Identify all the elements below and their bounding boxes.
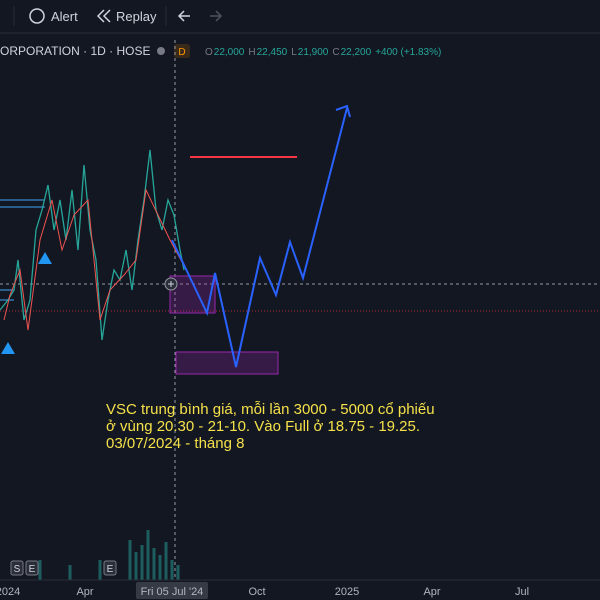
x-label: Oct (248, 586, 265, 598)
ohlc-value: 22,000 (214, 47, 245, 58)
replay-icon[interactable] (96, 9, 111, 23)
x-label: Apr (423, 586, 440, 598)
ohlc-key: L (291, 47, 297, 58)
marker: E (107, 564, 114, 575)
annotation-line: ở vùng 20.30 - 21-10. Vào Full ở 18.75 -… (106, 418, 420, 435)
toolbar (0, 0, 600, 33)
ohlc: O 22,000 H 22,450 L 21,900 C 22,200 +400 (+1.83%… (205, 47, 441, 58)
marker-box (25, 560, 39, 576)
replay-button[interactable]: Replay (116, 9, 157, 24)
alert-icon[interactable] (29, 8, 45, 24)
forecast-path (171, 107, 348, 368)
signal-arrows (1, 252, 52, 354)
price-series-2 (3, 188, 183, 331)
ohlc-key: O (205, 47, 213, 58)
ohlc-key: H (248, 47, 255, 58)
status-dot (157, 47, 165, 55)
x-axis: 2024 Apr Fri 05 Jul '24 Oct 2025 Apr Jul (0, 582, 529, 599)
badge-bg (174, 44, 190, 58)
badge: D (178, 47, 185, 58)
ohlc-value: 22,450 (257, 47, 288, 58)
x-label: Fri 05 Jul '24 (141, 586, 204, 598)
x-label-highlight (136, 582, 208, 599)
x-label: Jul (515, 586, 529, 598)
zone-box (175, 351, 279, 375)
level-lines (0, 199, 45, 301)
marker-box (103, 560, 117, 576)
symbol[interactable]: ORPORATION · 1D · HOSE (0, 44, 150, 58)
marker: E (29, 564, 36, 575)
annotation: VSC trung bình giá, mỗi lần 3000 - 5000 … (106, 401, 435, 452)
forecast-arrow (335, 104, 351, 118)
ohlc-value: 21,900 (298, 47, 329, 58)
x-label: Apr (76, 586, 93, 598)
marker-box (10, 560, 24, 576)
alert-button[interactable]: Alert (51, 9, 78, 24)
undo[interactable] (177, 10, 190, 22)
volume (38, 530, 180, 580)
redo[interactable] (210, 10, 223, 22)
annotation-line: VSC trung bình giá, mỗi lần 3000 - 5000 … (106, 401, 435, 418)
x-label: 2025 (335, 586, 359, 598)
change: +400 (+1.83%) (375, 47, 441, 58)
annotation-line: 03/07/2024 - tháng 8 (106, 435, 244, 452)
x-label: 2024 (0, 586, 20, 598)
ohlc-key: C (332, 47, 339, 58)
plus-icon (168, 281, 174, 287)
ohlc-value: 22,200 (341, 47, 372, 58)
marker: S (14, 564, 21, 575)
